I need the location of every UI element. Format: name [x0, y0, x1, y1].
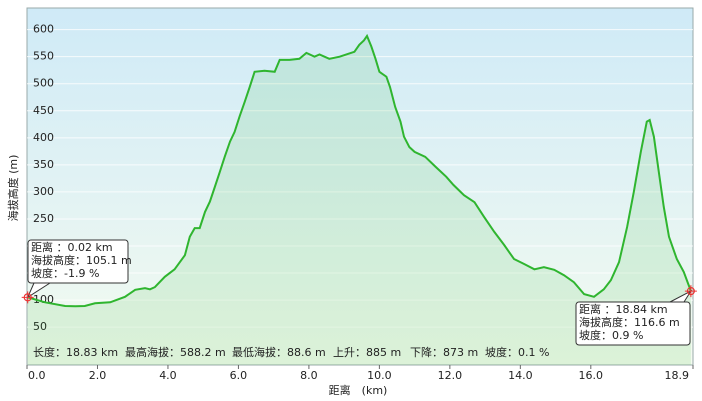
x-tick-label: 8.0	[300, 369, 318, 382]
stat-label: 上升：885 m	[333, 346, 401, 359]
x-tick-label: 12.0	[438, 369, 463, 382]
y-tick-label: 550	[33, 50, 54, 63]
stat-label: 坡度：0.1 %	[485, 345, 549, 359]
y-axis-label: 海拔高度 (m)	[6, 155, 20, 222]
x-tick-label: 4.0	[159, 369, 177, 382]
y-tick-label: 350	[33, 158, 54, 171]
y-tick-label: 50	[33, 320, 47, 333]
x-tick-label: 2.0	[89, 369, 107, 382]
y-tick-label: 500	[33, 77, 54, 90]
x-tick-label: 18.9	[665, 369, 690, 382]
stat-label: 下降：873 m	[410, 345, 478, 359]
stat-label: 长度：18.83 km	[33, 345, 118, 359]
callout-box	[27, 239, 129, 284]
callout-text: 距离 ：0.02 km	[31, 240, 113, 254]
callout-text: 坡度：0.9 %	[579, 328, 643, 342]
y-tick-label: 300	[33, 185, 54, 198]
x-tick-label: 10.0	[367, 369, 392, 382]
y-tick-label: 250	[33, 212, 54, 225]
x-tick-label: 0.0	[28, 369, 46, 382]
stat-label: 最低海拔：88.6 m	[232, 345, 326, 359]
callout-text: 距离 ：18.84 km	[579, 302, 668, 316]
area-fill	[27, 36, 691, 365]
x-tick-label: 6.0	[230, 369, 248, 382]
elevation-line	[27, 33, 692, 308]
point-marker	[684, 285, 697, 298]
y-tick-label: 600	[33, 23, 54, 36]
marker-cross	[684, 285, 697, 298]
x-tick-label: 14.0	[508, 369, 533, 382]
callout-text: 坡度：-1.9 %	[31, 266, 99, 280]
x-axis-label: 距离 (km)	[329, 383, 388, 397]
x-tick-label: 16.0	[579, 369, 604, 382]
callout-box	[575, 301, 691, 346]
y-tick-label: 450	[33, 104, 54, 117]
stat-label: 最高海拔：588.2 m	[125, 345, 226, 359]
y-tick-label: 400	[33, 131, 54, 144]
callout-text: 海拔高度：105.1 m	[31, 253, 132, 267]
callout-text: 海拔高度：116.6 m	[579, 315, 680, 329]
point-marker	[21, 291, 34, 304]
marker-cross	[21, 291, 34, 304]
